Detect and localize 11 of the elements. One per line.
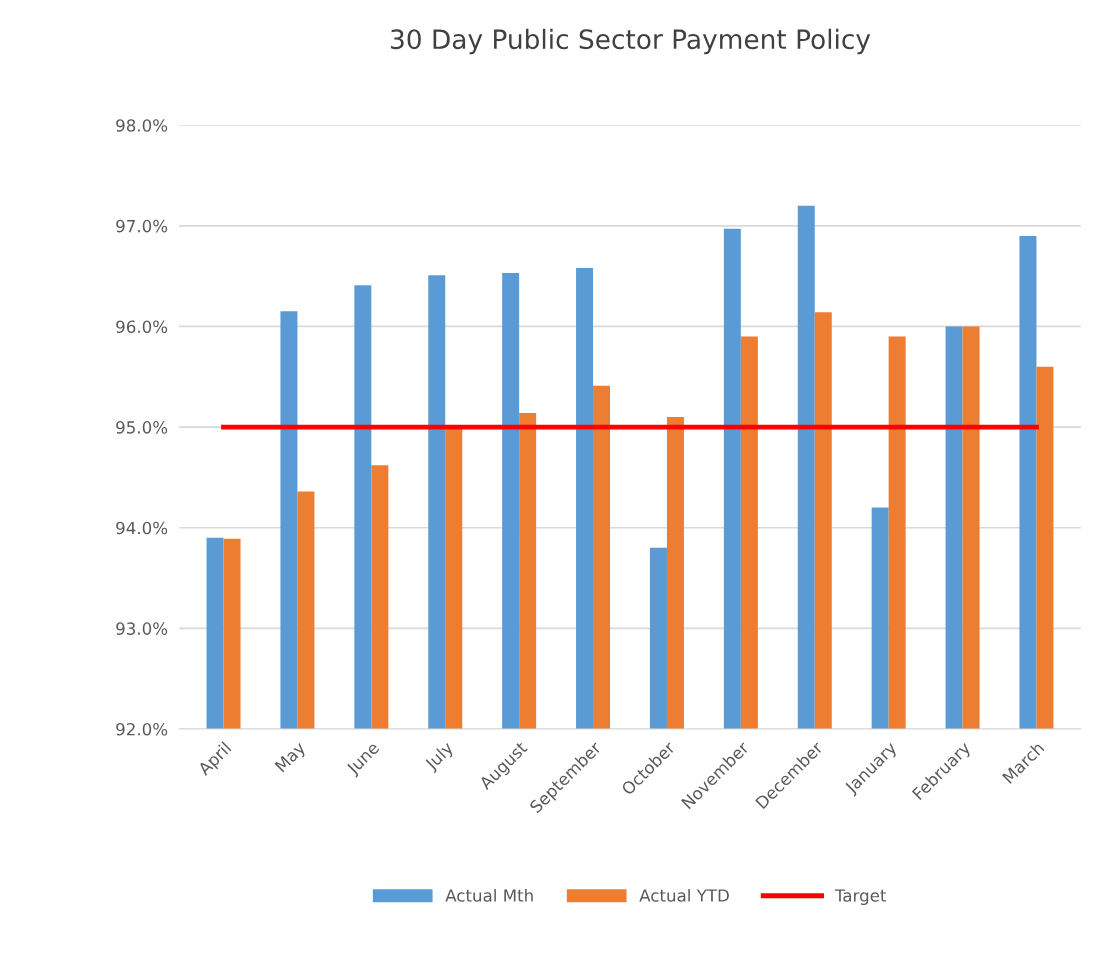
y-tick-label: 93.0% bbox=[116, 622, 168, 635]
legend-label: Actual Mth bbox=[445, 888, 533, 902]
legend-label: Target bbox=[834, 889, 887, 906]
y-tick-label: 97.0% bbox=[116, 219, 168, 233]
legend-label: Actual YTD bbox=[639, 888, 729, 902]
chart-title: 30 Day Public Sector Payment Policy bbox=[391, 28, 871, 55]
y-tick-label: 94.0% bbox=[116, 521, 168, 535]
y-tick-label: 92.0% bbox=[116, 722, 168, 736]
y-tick-label: 95.0% bbox=[116, 421, 168, 434]
y-tick-label: 98.0% bbox=[116, 119, 168, 132]
y-tick-label: 96.0% bbox=[116, 320, 168, 334]
